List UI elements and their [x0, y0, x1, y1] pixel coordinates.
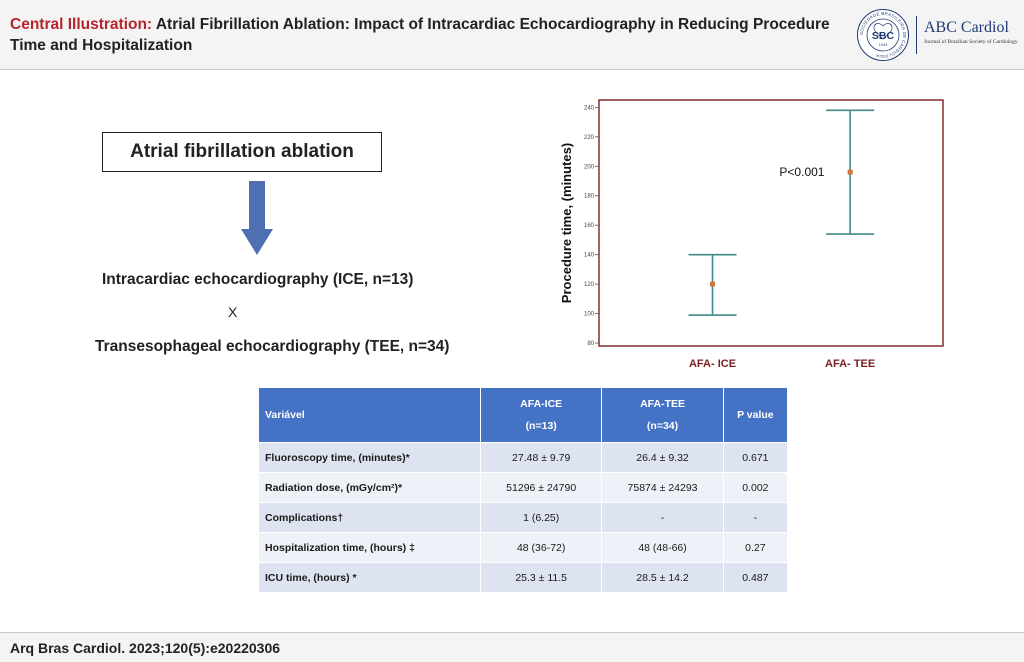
footer-bar: Arq Bras Cardiol. 2023;120(5):e20220306 — [0, 632, 1024, 662]
header-afa-ice-name: AFA-ICE — [520, 398, 563, 410]
y-tick-label: 200 — [584, 164, 595, 170]
row-p-value: 0.487 — [722, 562, 789, 593]
page-title: Central Illustration: Atrial Fibrillatio… — [10, 14, 830, 56]
row-ice-value: 48 (36-72) — [479, 532, 603, 563]
category-label: AFA- ICE — [689, 358, 736, 370]
header-afa-ice-n: (n=13) — [525, 420, 557, 432]
header-afa-tee-n: (n=34) — [646, 420, 679, 432]
down-arrow-icon — [241, 181, 273, 255]
plot-frame — [598, 99, 944, 347]
row-tee-value: 48 (48-66) — [601, 532, 724, 563]
y-tick-label: 180 — [584, 194, 595, 200]
p-value-annotation: P<0.001 — [779, 165, 824, 179]
row-variable: Hospitalization time, (hours) ‡ — [258, 532, 481, 563]
row-tee-value: 26.4 ± 9.32 — [601, 442, 724, 473]
y-tick-label: 80 — [587, 341, 594, 347]
row-tee-value: 28.5 ± 14.2 — [601, 562, 724, 593]
y-tick-label: 140 — [584, 253, 595, 259]
logo-divider — [916, 16, 917, 54]
tee-group-label: Transesophageal echocardiography (TEE, n… — [95, 338, 450, 355]
header-afa-tee-name: AFA-TEE — [640, 398, 685, 410]
results-table: Variável AFA-ICE (n=13) AFA-TEE (n=34) P… — [258, 387, 789, 593]
ice-group-label: Intracardiac echocardiography (ICE, n=13… — [102, 271, 414, 288]
citation: Arq Bras Cardiol. 2023;120(5):e20220306 — [10, 640, 281, 656]
ablation-box: Atrial fibrillation ablation — [102, 132, 382, 172]
table-header-row: Variável AFA-ICE (n=13) AFA-TEE (n=34) P… — [258, 387, 789, 443]
y-tick-label: 100 — [584, 312, 595, 318]
header-afa-tee: AFA-TEE (n=34) — [601, 387, 724, 443]
category-label: AFA- TEE — [825, 358, 875, 370]
table-row: ICU time, (hours) * 25.3 ± 11.5 28.5 ± 1… — [258, 562, 789, 593]
row-variable: Complications† — [258, 502, 481, 533]
table-row: Fluoroscopy time, (minutes)* 27.48 ± 9.7… — [258, 442, 789, 473]
row-ice-value: 1 (6.25) — [479, 502, 603, 533]
y-tick-label: 160 — [584, 223, 595, 229]
seal-initials: SBC — [872, 30, 895, 42]
row-p-value: 0.671 — [722, 442, 789, 473]
procedure-time-chart: 80 100 120 140 160 180 200 220 240 Procedure time… — [559, 99, 944, 370]
seal-year: 1943 — [879, 43, 887, 47]
y-tick-label: 240 — [584, 105, 595, 111]
row-ice-value: 27.48 ± 9.79 — [479, 442, 603, 473]
row-ice-value: 51296 ± 24790 — [479, 472, 603, 503]
y-axis-label: Procedure time, (minutes) — [559, 143, 574, 303]
header-p-value: P value — [722, 387, 789, 443]
central-illustration-label: Central Illustration: — [10, 16, 153, 33]
row-ice-value: 25.3 ± 11.5 — [479, 562, 603, 593]
row-p-value: 0.27 — [722, 532, 789, 563]
y-tick-label: 220 — [584, 135, 595, 141]
journal-logo: SOCIEDADE BRASILEIRA DE CARDIOLOGIA SBC … — [856, 8, 1018, 62]
mean-marker — [710, 281, 716, 287]
illustration-title: Atrial Fibrillation Ablation: Impact of … — [10, 16, 830, 54]
row-tee-value: - — [601, 502, 724, 533]
journal-name: ABC Cardiol — [924, 19, 1009, 36]
table-row: Radiation dose, (mGy/cm²)* 51296 ± 24790… — [258, 472, 789, 503]
header-afa-ice: AFA-ICE (n=13) — [479, 387, 603, 443]
sbc-seal-icon: SOCIEDADE BRASILEIRA DE CARDIOLOGIA SBC … — [857, 9, 909, 61]
row-tee-value: 75874 ± 24293 — [601, 472, 724, 503]
journal-subtitle: Journal of Brazilian Society of Cardiolo… — [924, 39, 1018, 45]
row-p-value: - — [722, 502, 789, 533]
mean-marker — [847, 169, 853, 175]
versus-label: X — [228, 304, 238, 320]
row-variable: Fluoroscopy time, (minutes)* — [258, 442, 481, 473]
row-variable: Radiation dose, (mGy/cm²)* — [258, 472, 481, 503]
table-row: Hospitalization time, (hours) ‡ 48 (36-7… — [258, 532, 789, 563]
y-tick-label: 120 — [584, 282, 595, 288]
table-row: Complications† 1 (6.25) - - — [258, 502, 789, 533]
header-bar: Central Illustration: Atrial Fibrillatio… — [0, 0, 1024, 70]
row-p-value: 0.002 — [722, 472, 789, 503]
row-variable: ICU time, (hours) * — [258, 562, 481, 593]
header-variable: Variável — [258, 387, 481, 443]
